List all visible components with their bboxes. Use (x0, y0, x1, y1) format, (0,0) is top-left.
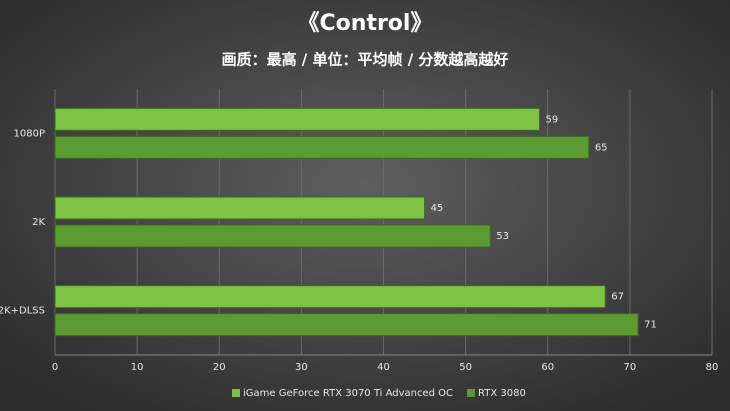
legend-label: RTX 3080 (478, 388, 526, 399)
bar (54, 224, 491, 248)
x-tick-label: 10 (131, 362, 144, 373)
x-tick-label: 70 (624, 362, 637, 373)
bar (54, 285, 606, 309)
bar (54, 196, 426, 220)
bar (54, 135, 590, 159)
value-label: 53 (496, 231, 509, 242)
chart-subtitle: 画质：最高 / 单位：平均帧 / 分数越高越好 (222, 51, 509, 69)
legend-swatch (467, 389, 476, 397)
value-label: 65 (595, 142, 608, 153)
bar (54, 313, 639, 337)
y-tick-label: 2K (32, 217, 45, 228)
x-tick-label: 40 (377, 362, 390, 373)
x-tick-label: 30 (295, 362, 308, 373)
legend-swatch (232, 389, 240, 397)
x-tick-label: 20 (213, 362, 226, 373)
legend-label: iGame GeForce RTX 3070 Ti Advanced OC (243, 388, 453, 399)
x-tick-label: 50 (459, 362, 472, 373)
value-label: 67 (611, 292, 624, 303)
value-label: 59 (546, 114, 559, 125)
value-label: 71 (644, 320, 657, 331)
x-tick-label: 0 (52, 362, 58, 373)
y-tick-label: 2K+DLSS (0, 306, 45, 317)
x-tick-label: 60 (541, 362, 554, 373)
value-label: 45 (431, 203, 444, 214)
bar (54, 107, 541, 131)
y-tick-label: 1080P (14, 128, 45, 139)
x-tick-label: 80 (706, 362, 719, 373)
chart-title: 《Control》 (298, 11, 433, 36)
